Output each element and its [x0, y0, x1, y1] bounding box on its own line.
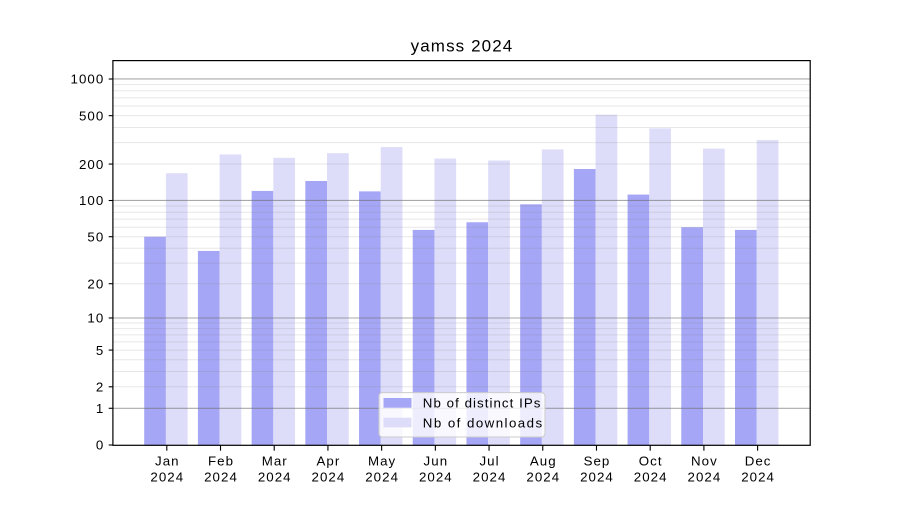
- svg-text:5: 5: [96, 343, 104, 358]
- svg-text:yamss 2024: yamss 2024: [411, 36, 514, 55]
- svg-text:Dec: Dec: [745, 454, 772, 469]
- svg-text:Nb of distinct IPs: Nb of distinct IPs: [423, 396, 542, 411]
- svg-text:2024: 2024: [419, 470, 453, 485]
- svg-text:Apr: Apr: [317, 454, 341, 469]
- svg-text:2024: 2024: [365, 470, 399, 485]
- svg-text:2024: 2024: [741, 470, 775, 485]
- svg-text:Nb of downloads: Nb of downloads: [423, 416, 544, 431]
- svg-text:0: 0: [96, 438, 104, 453]
- svg-text:Feb: Feb: [208, 454, 234, 469]
- svg-text:500: 500: [79, 108, 104, 123]
- svg-text:10: 10: [87, 311, 104, 326]
- svg-text:Jun: Jun: [424, 454, 449, 469]
- svg-text:2024: 2024: [258, 470, 292, 485]
- svg-text:2024: 2024: [150, 470, 184, 485]
- svg-text:2024: 2024: [526, 470, 560, 485]
- svg-text:1000: 1000: [71, 72, 105, 87]
- svg-text:100: 100: [79, 193, 104, 208]
- svg-text:2024: 2024: [312, 470, 346, 485]
- svg-text:Aug: Aug: [530, 454, 557, 469]
- svg-text:2024: 2024: [688, 470, 722, 485]
- svg-text:200: 200: [79, 157, 104, 172]
- svg-text:2024: 2024: [204, 470, 238, 485]
- svg-text:2024: 2024: [580, 470, 614, 485]
- svg-text:Sep: Sep: [584, 454, 611, 469]
- svg-text:50: 50: [87, 229, 104, 244]
- svg-text:2024: 2024: [473, 470, 507, 485]
- svg-text:May: May: [368, 454, 396, 469]
- svg-text:1: 1: [96, 401, 104, 416]
- svg-text:Nov: Nov: [691, 454, 718, 469]
- svg-text:2: 2: [96, 380, 104, 395]
- svg-text:Oct: Oct: [639, 454, 663, 469]
- svg-text:Jan: Jan: [155, 454, 180, 469]
- svg-text:Jul: Jul: [479, 454, 499, 469]
- svg-text:20: 20: [87, 276, 104, 291]
- svg-text:2024: 2024: [634, 470, 668, 485]
- svg-text:Mar: Mar: [262, 454, 288, 469]
